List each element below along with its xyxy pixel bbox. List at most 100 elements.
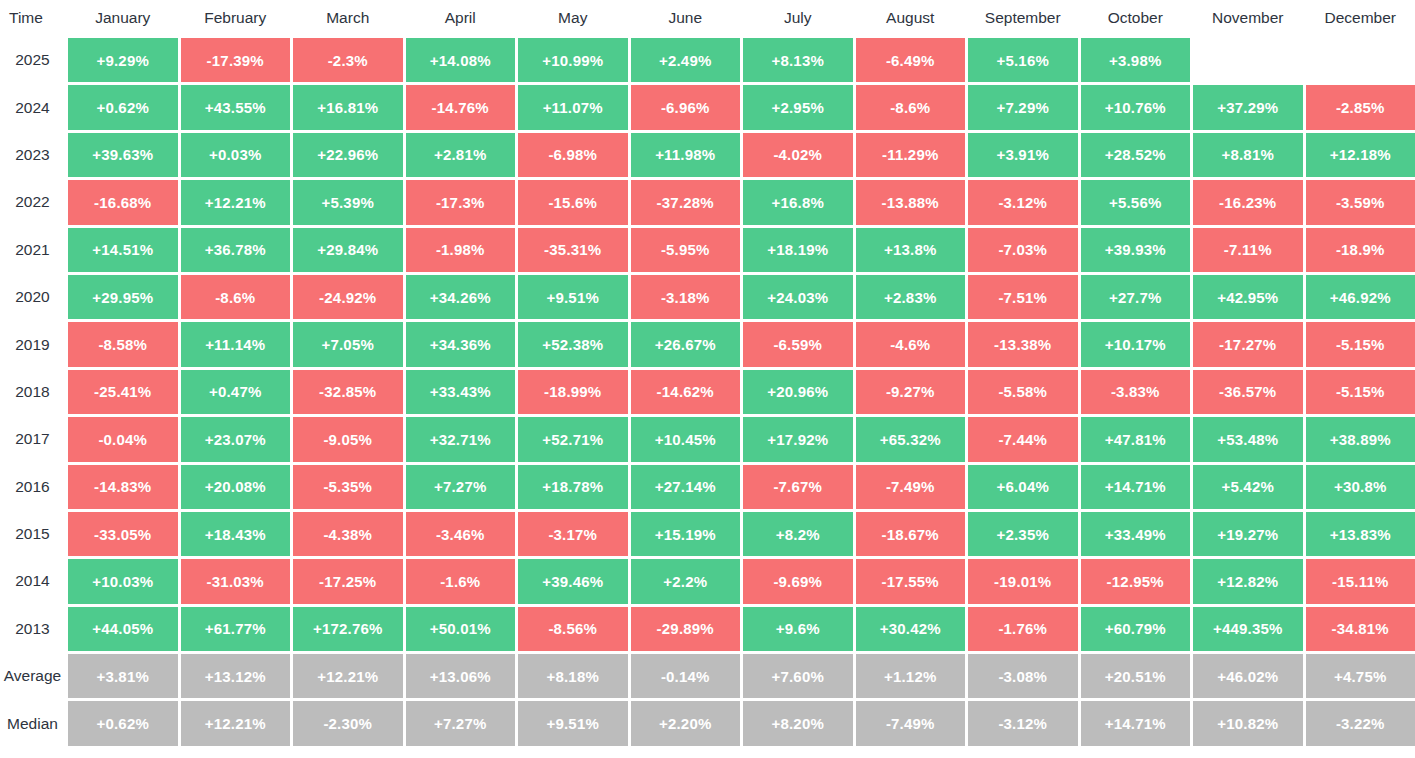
return-cell: +8.20% [743,701,853,745]
return-cell: -15.11% [1306,559,1415,603]
return-cell: +9.29% [68,38,178,82]
return-cell: +17.92% [743,417,853,461]
return-cell: +46.92% [1306,275,1415,319]
return-cell: +22.96% [293,133,403,177]
return-cell: +2.95% [743,85,853,129]
return-cell: -18.9% [1306,228,1415,272]
return-cell: -2.85% [1306,85,1415,129]
return-cell: +12.21% [181,701,291,745]
return-cell: -6.98% [518,133,628,177]
return-cell: +44.05% [68,607,178,651]
return-cell: +52.71% [518,417,628,461]
return-cell: +11.14% [181,322,291,366]
row-label: 2019 [0,322,65,366]
return-cell: +47.81% [1081,417,1191,461]
return-cell: -16.68% [68,180,178,224]
return-cell: -5.15% [1306,322,1415,366]
return-cell: +37.29% [1193,85,1303,129]
return-cell: -13.38% [968,322,1078,366]
return-cell: +10.99% [518,38,628,82]
return-cell: +449.35% [1193,607,1303,651]
return-cell: -25.41% [68,370,178,414]
return-cell: +39.46% [518,559,628,603]
return-cell: +2.81% [406,133,516,177]
return-cell: +18.43% [181,512,291,556]
return-cell: +14.51% [68,228,178,272]
time-column-header: Time [0,9,65,27]
row-label: 2014 [0,559,65,603]
return-cell: +7.27% [406,465,516,509]
return-cell: -14.76% [406,85,516,129]
return-cell: +0.62% [68,701,178,745]
return-cell: +11.07% [518,85,628,129]
return-cell: -17.25% [293,559,403,603]
return-cell: -7.51% [968,275,1078,319]
return-cell: -32.85% [293,370,403,414]
return-cell: -17.39% [181,38,291,82]
return-cell: -7.49% [856,465,966,509]
return-cell: -7.03% [968,228,1078,272]
empty-cell [1306,38,1415,82]
row-label: 2018 [0,370,65,414]
return-cell: -6.96% [631,85,741,129]
return-cell: +0.03% [181,133,291,177]
return-cell: +3.98% [1081,38,1191,82]
month-header: December [1306,9,1415,27]
return-cell: +14.71% [1081,701,1191,745]
return-cell: +16.8% [743,180,853,224]
return-cell: +60.79% [1081,607,1191,651]
return-cell: +10.76% [1081,85,1191,129]
return-cell: +11.98% [631,133,741,177]
return-cell: -36.57% [1193,370,1303,414]
return-cell: -29.89% [631,607,741,651]
return-cell: -9.27% [856,370,966,414]
return-cell: -15.6% [518,180,628,224]
return-cell: +29.84% [293,228,403,272]
return-cell: +10.17% [1081,322,1191,366]
return-cell: -11.29% [856,133,966,177]
return-cell: -6.59% [743,322,853,366]
month-header: May [518,9,628,27]
return-cell: +13.12% [181,654,291,698]
return-cell: +33.49% [1081,512,1191,556]
return-cell: +18.78% [518,465,628,509]
return-cell: -17.3% [406,180,516,224]
return-cell: +2.49% [631,38,741,82]
return-cell: +46.02% [1193,654,1303,698]
row-label: Median [0,701,65,745]
return-cell: -7.49% [856,701,966,745]
return-cell: -0.04% [68,417,178,461]
month-header: February [181,9,291,27]
row-label: 2013 [0,607,65,651]
return-cell: +2.35% [968,512,1078,556]
return-cell: +33.43% [406,370,516,414]
return-cell: -9.05% [293,417,403,461]
return-cell: +20.08% [181,465,291,509]
return-cell: +20.51% [1081,654,1191,698]
return-cell: -12.95% [1081,559,1191,603]
return-cell: +8.2% [743,512,853,556]
return-cell: +38.89% [1306,417,1415,461]
return-cell: +1.12% [856,654,966,698]
return-cell: +52.38% [518,322,628,366]
return-cell: +12.21% [181,180,291,224]
month-header: November [1193,9,1303,27]
return-cell: -3.46% [406,512,516,556]
return-cell: -5.35% [293,465,403,509]
return-cell: +9.51% [518,275,628,319]
return-cell: -3.59% [1306,180,1415,224]
month-header: September [968,9,1078,27]
return-cell: +19.27% [1193,512,1303,556]
return-cell: -34.81% [1306,607,1415,651]
return-cell: +3.81% [68,654,178,698]
return-cell: +0.47% [181,370,291,414]
return-cell: +20.96% [743,370,853,414]
return-cell: +2.20% [631,701,741,745]
return-cell: -17.27% [1193,322,1303,366]
return-cell: +30.42% [856,607,966,651]
return-cell: +172.76% [293,607,403,651]
return-cell: -3.83% [1081,370,1191,414]
month-header: June [631,9,741,27]
return-cell: +27.7% [1081,275,1191,319]
return-cell: -1.6% [406,559,516,603]
